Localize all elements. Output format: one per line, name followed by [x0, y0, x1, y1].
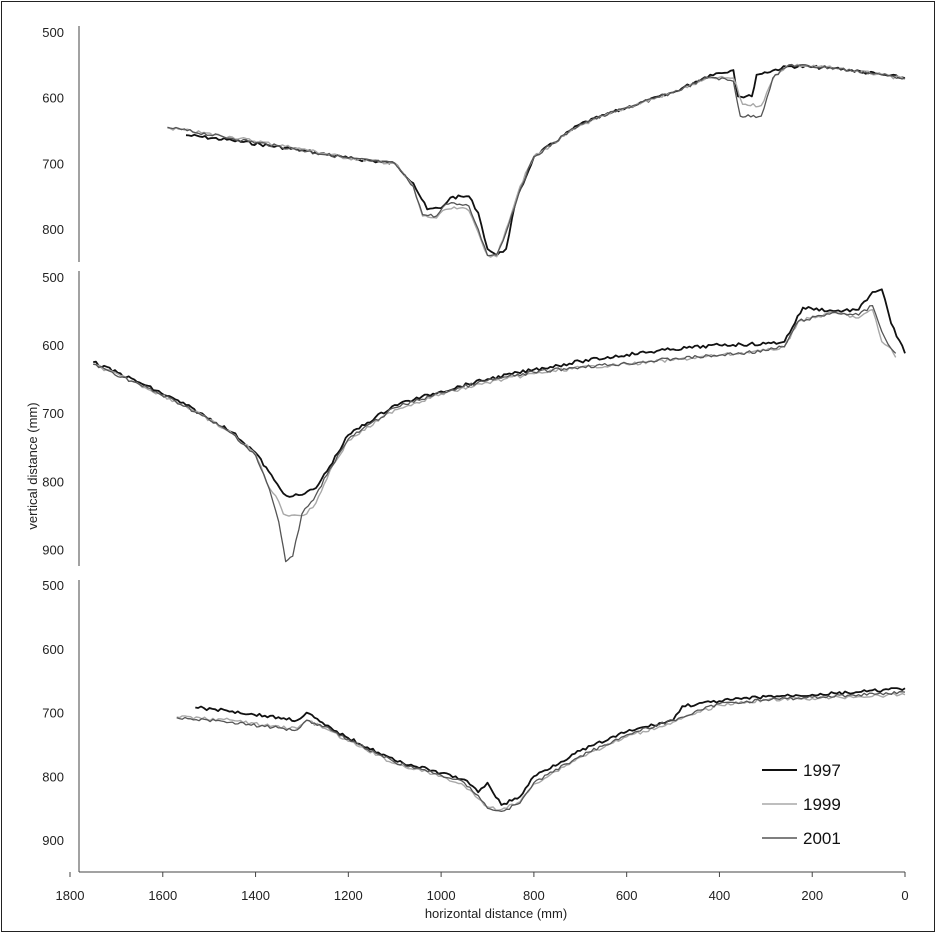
series-line-1997-panel-1	[185, 64, 906, 257]
y-tick-label: 600	[42, 642, 64, 657]
y-axis-title: vertical distance (mm)	[25, 402, 40, 529]
series-line-2001-panel-2	[93, 304, 897, 563]
series-line-2001-panel-3	[176, 691, 906, 813]
y-tick-label: 900	[42, 542, 64, 557]
y-tick-label: 600	[42, 338, 64, 353]
y-tick-label: 500	[42, 578, 64, 593]
x-tick-label: 800	[523, 888, 545, 903]
y-tick-label: 500	[42, 270, 64, 285]
x-tick-label: 0	[901, 888, 908, 903]
series-layer	[93, 63, 906, 813]
series-line-1997-panel-2	[93, 288, 906, 498]
x-tick-label: 1000	[427, 888, 456, 903]
y-tick-label: 500	[42, 25, 64, 40]
x-tick-label: 200	[801, 888, 823, 903]
legend: 1997 1999 2001	[762, 761, 841, 848]
y-tick-label: 700	[42, 156, 64, 171]
series-line-1999-panel-3	[176, 692, 906, 811]
y-tick-label: 700	[42, 706, 64, 721]
x-tick-label: 1200	[334, 888, 363, 903]
y-tick-label: 700	[42, 406, 64, 421]
x-tick-label: 600	[616, 888, 638, 903]
series-line-2001-panel-1	[167, 63, 906, 257]
legend-label-2001: 2001	[803, 829, 841, 848]
x-tick-label: 1600	[148, 888, 177, 903]
y-tick-label: 600	[42, 91, 64, 106]
y-tick-label: 800	[42, 769, 64, 784]
legend-label-1999: 1999	[803, 795, 841, 814]
y-tick-label: 900	[42, 833, 64, 848]
y-tick-label: 800	[42, 474, 64, 489]
series-line-1997-panel-3	[195, 687, 906, 806]
series-line-1999-panel-2	[93, 309, 897, 517]
x-axis-title: horizontal distance (mm)	[425, 906, 567, 921]
series-line-1999-panel-1	[167, 63, 906, 258]
x-tick-label: 1800	[56, 888, 85, 903]
x-tick-label: 400	[709, 888, 731, 903]
y-tick-label: 800	[42, 222, 64, 237]
x-tick-label: 1400	[241, 888, 270, 903]
legend-label-1997: 1997	[803, 761, 841, 780]
axes-layer: 500 600 700 800 500 600 700 800 900 500 600 700 800 9…	[42, 25, 908, 903]
